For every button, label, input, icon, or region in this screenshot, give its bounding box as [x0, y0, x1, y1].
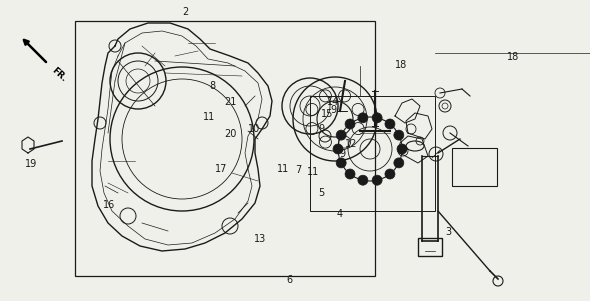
- Text: 11: 11: [307, 166, 319, 177]
- Text: 12: 12: [345, 139, 357, 150]
- Circle shape: [336, 158, 346, 168]
- Text: 14: 14: [327, 97, 339, 107]
- Text: 20: 20: [224, 129, 236, 139]
- Text: 9: 9: [319, 124, 324, 135]
- Text: 16: 16: [103, 200, 115, 210]
- Text: 11: 11: [204, 112, 215, 123]
- Text: 18: 18: [395, 60, 407, 70]
- Circle shape: [397, 144, 407, 154]
- Circle shape: [345, 169, 355, 179]
- Circle shape: [385, 119, 395, 129]
- Text: 13: 13: [254, 234, 266, 244]
- Text: 10: 10: [248, 124, 260, 135]
- Text: 21: 21: [224, 97, 236, 107]
- Circle shape: [394, 130, 404, 140]
- Text: 19: 19: [25, 159, 37, 169]
- Text: 11: 11: [277, 163, 289, 174]
- Bar: [75, 21, 375, 276]
- Circle shape: [372, 175, 382, 185]
- Circle shape: [336, 130, 346, 140]
- Circle shape: [394, 158, 404, 168]
- Bar: [418, 238, 442, 256]
- Bar: [310, 96, 435, 211]
- Text: 4: 4: [336, 209, 342, 219]
- Circle shape: [333, 144, 343, 154]
- Text: FR.: FR.: [50, 66, 68, 84]
- Circle shape: [385, 169, 395, 179]
- Text: 18: 18: [507, 52, 519, 62]
- Text: 5: 5: [319, 188, 324, 198]
- Circle shape: [345, 119, 355, 129]
- Text: 3: 3: [445, 227, 451, 237]
- Text: 7: 7: [295, 165, 301, 175]
- Text: 15: 15: [322, 109, 333, 119]
- Circle shape: [358, 113, 368, 123]
- Circle shape: [358, 175, 368, 185]
- Text: 8: 8: [209, 81, 215, 91]
- Text: 9: 9: [339, 148, 345, 159]
- Bar: [452, 148, 497, 186]
- Circle shape: [372, 113, 382, 123]
- Text: 6: 6: [286, 275, 292, 285]
- Text: 9: 9: [330, 105, 336, 115]
- Text: 17: 17: [215, 163, 227, 174]
- Text: 2: 2: [183, 7, 189, 17]
